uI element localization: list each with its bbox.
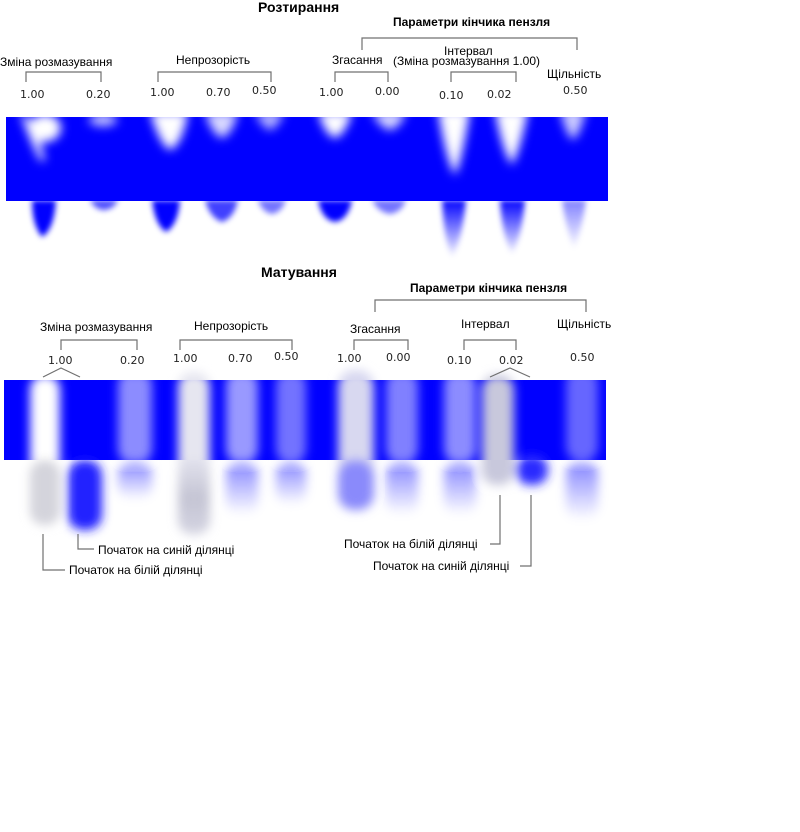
smudge-stroke-white-7 xyxy=(372,112,406,130)
blur-stroke-white-7 xyxy=(386,372,418,462)
smudge-group-label-smear: Зміна розмазування xyxy=(0,55,113,69)
smudge-value-smear-2: 0.20 xyxy=(86,88,111,101)
blur-chevron-right xyxy=(489,367,531,378)
smudge-stroke-white-6 xyxy=(318,112,352,138)
smudge-stroke-blue-1 xyxy=(32,200,56,237)
blur-bracket-smear xyxy=(60,339,138,350)
callout-line-blue-left xyxy=(77,534,94,550)
smudge-group-label-density: Щільність xyxy=(547,67,602,81)
blur-bracket-opacity xyxy=(179,339,293,350)
blur-value-smear-2: 0.20 xyxy=(120,354,145,367)
blur-group-label-fade: Згасання xyxy=(350,322,401,336)
callout-start-white-right: Початок на білій ділянці xyxy=(344,537,478,551)
smudge-stroke-white-1 xyxy=(20,112,45,162)
blur-bracket-fade xyxy=(353,339,409,350)
blur-value-density: 0.50 xyxy=(570,351,595,364)
smudge-panel xyxy=(6,37,608,258)
smudge-stroke-blue-7 xyxy=(372,200,406,214)
smudge-bracket-smear xyxy=(25,71,102,82)
smudge-stroke-white-3 xyxy=(150,112,188,150)
blur-stroke-blue-6 xyxy=(338,460,374,510)
blur-bracket-tip xyxy=(374,299,587,312)
blur-stroke-blue-5 xyxy=(276,460,306,505)
blur-group-label-spacing: Інтервал xyxy=(461,317,510,331)
blur-chevron-left xyxy=(42,367,81,378)
smudge-stroke-blue-5 xyxy=(258,200,286,214)
smudge-value-smear-1: 1.00 xyxy=(20,88,45,101)
smudge-value-fade-2: 0.00 xyxy=(375,85,400,98)
smudge-stroke-white-9 xyxy=(495,110,528,165)
blur-value-opacity-3: 0.50 xyxy=(274,350,299,363)
blur-stroke-blue-1 xyxy=(68,460,102,530)
smudge-bracket-opacity xyxy=(157,71,272,82)
smudge-stroke-white-5 xyxy=(255,112,284,130)
blur-stroke-white-2 xyxy=(118,372,152,462)
blur-stroke-blue-4 xyxy=(226,460,258,515)
blur-stroke-grey-1 xyxy=(30,460,60,525)
smudge-stroke-white-1b xyxy=(29,114,61,142)
blur-group-label-opacity: Непрозорість xyxy=(194,319,269,333)
smudge-value-opacity-1: 1.00 xyxy=(150,86,175,99)
blur-stroke-blue-9 xyxy=(516,455,548,485)
smudge-value-fade-1: 1.00 xyxy=(319,86,344,99)
smudge-value-spacing-2: 0.02 xyxy=(487,88,512,101)
smudge-stroke-blue-10 xyxy=(562,200,586,250)
blur-value-fade-1: 1.00 xyxy=(337,352,362,365)
smudge-group-label-spacing: Інтервал xyxy=(444,44,493,58)
blur-stroke-white-4 xyxy=(226,372,258,462)
smudge-bracket-spacing xyxy=(450,71,517,82)
smudge-stroke-blue-8 xyxy=(442,200,466,258)
smudge-tip-params-label: Параметри кінчика пензля xyxy=(393,15,551,29)
smudge-value-density: 0.50 xyxy=(563,84,588,97)
blur-group-label-smear: Зміна розмазування xyxy=(40,320,153,334)
smudge-value-opacity-3: 0.50 xyxy=(252,84,277,97)
smudge-stroke-blue-3 xyxy=(152,200,180,232)
smudge-stroke-white-4 xyxy=(205,112,238,138)
smudge-stroke-blue-9 xyxy=(500,200,525,255)
smudge-group-label-spacing-note: (Зміна розмазування 1.00) xyxy=(393,54,541,68)
smudge-stroke-blue-2 xyxy=(90,200,118,210)
smudge-bracket-fade xyxy=(334,71,389,82)
callout-start-blue-left: Початок на синій ділянці xyxy=(98,543,235,557)
smudge-title: Розтирання xyxy=(258,0,340,15)
smudge-stroke-white-8 xyxy=(438,110,470,175)
blur-value-opacity-1: 1.00 xyxy=(173,352,198,365)
blur-title: Матування xyxy=(261,264,337,280)
blur-value-spacing-2: 0.02 xyxy=(499,354,524,367)
blur-panel xyxy=(4,299,606,571)
smudge-stroke-white-2 xyxy=(89,114,117,126)
blur-value-smear-1: 1.00 xyxy=(48,354,73,367)
blur-stroke-white-8 xyxy=(444,372,476,462)
smudge-group-label-opacity: Непрозорість xyxy=(176,53,251,67)
blur-stroke-grey-3 xyxy=(178,460,210,535)
blur-stroke-blue-8 xyxy=(444,460,476,515)
blur-value-opacity-2: 0.70 xyxy=(228,352,253,365)
blur-stroke-blue-2 xyxy=(118,460,152,500)
blur-stroke-blue-7 xyxy=(386,460,418,515)
callout-line-white-left xyxy=(42,534,65,571)
callout-line-white-right xyxy=(490,495,501,545)
blur-stroke-white-5 xyxy=(276,372,306,462)
smudge-stroke-blue-6 xyxy=(318,200,352,222)
smudge-stroke-blue-4 xyxy=(205,200,238,222)
callout-start-blue-right: Початок на синій ділянці xyxy=(373,559,510,573)
blur-bracket-spacing xyxy=(463,339,517,350)
blur-stroke-white-10 xyxy=(566,370,598,460)
blur-value-spacing-1: 0.10 xyxy=(447,354,472,367)
callout-line-blue-right xyxy=(520,495,532,567)
smudge-value-spacing-1: 0.10 xyxy=(439,89,464,102)
blur-stroke-white-9 xyxy=(482,375,514,485)
smudge-stroke-white-10 xyxy=(560,110,586,140)
callout-start-white-left: Початок на білій ділянці xyxy=(69,563,203,577)
smudge-bracket-tip xyxy=(361,37,578,50)
smudge-group-label-fade: Згасання xyxy=(332,53,383,67)
smudge-value-opacity-2: 0.70 xyxy=(206,86,231,99)
blur-tip-params-label: Параметри кінчика пензля xyxy=(410,281,568,295)
blur-group-label-density: Щільність xyxy=(557,317,612,331)
blur-value-fade-2: 0.00 xyxy=(386,351,411,364)
blur-stroke-blue-10 xyxy=(566,460,598,520)
